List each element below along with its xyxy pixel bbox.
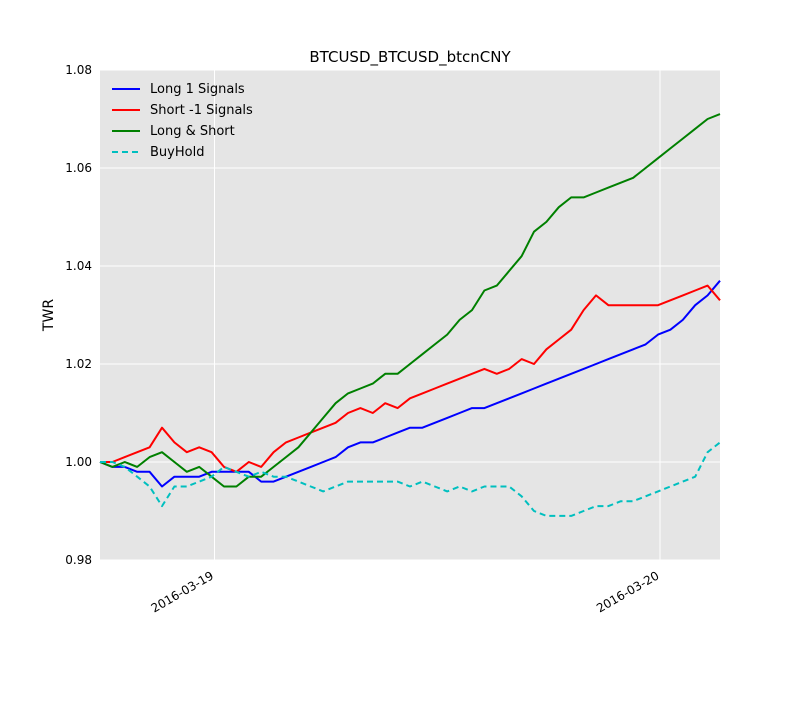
legend-label: Long & Short (150, 124, 235, 139)
chart-title: BTCUSD_BTCUSD_btcnCNY (309, 48, 511, 67)
legend-label: Long 1 Signals (150, 82, 245, 97)
x-tick-labels: 2016-03-19 2016-03-20 (149, 568, 662, 615)
y-tick-label: 1.08 (65, 63, 92, 77)
series-line-long-1-signals (99, 280, 721, 488)
legend-label: Short -1 Signals (150, 103, 253, 118)
y-tick-label: 1.04 (65, 259, 92, 273)
x-tick-label: 2016-03-20 (594, 568, 661, 615)
y-tick-label: 1.00 (65, 455, 92, 469)
y-tick-labels: 0.98 1.00 1.02 1.04 1.06 1.08 (65, 63, 92, 567)
series-line-buyhold (100, 441, 721, 517)
series-line-long-short (99, 113, 721, 488)
legend-label: BuyHold (150, 145, 204, 160)
y-tick-label: 0.98 (65, 553, 92, 567)
y-tick-label: 1.02 (65, 357, 92, 371)
series-lines (99, 113, 721, 517)
series-line-short-1-signals (100, 284, 721, 473)
plot-background (100, 70, 720, 560)
y-tick-label: 1.06 (65, 161, 92, 175)
x-tick-label: 2016-03-19 (149, 568, 216, 615)
legend: Long 1 Signals Short -1 Signals Long & Sho… (112, 82, 253, 160)
y-axis-label: TWR (41, 299, 57, 332)
